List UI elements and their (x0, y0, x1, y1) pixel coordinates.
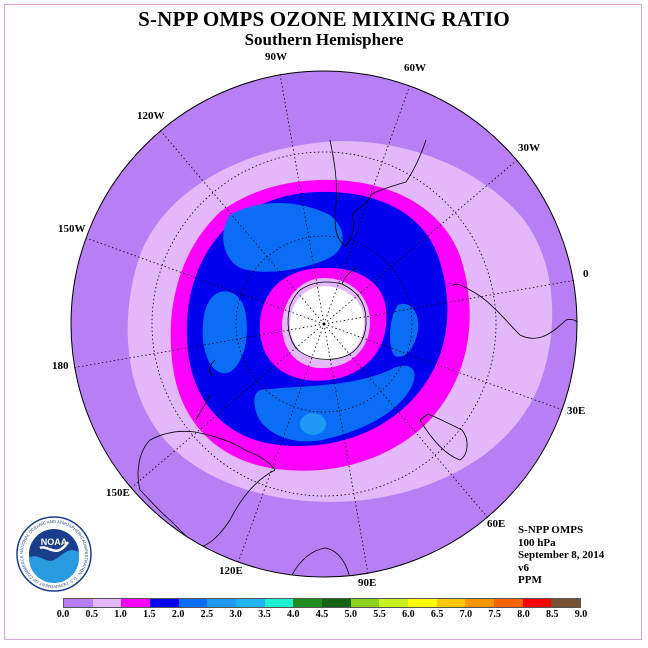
colorbar-tick-label: 4.5 (315, 609, 329, 620)
madagascar-coast (419, 413, 468, 461)
colorbar-swatch-6 (236, 599, 265, 607)
colorbar-swatch-17 (551, 599, 581, 607)
colorbar-swatch-16 (522, 599, 552, 607)
lon-label-90e: 90E (358, 577, 377, 589)
colorbar-swatch-1 (92, 599, 122, 607)
colorbar-tick-label: 0.5 (85, 609, 99, 620)
product-info: S-NPP OMPS 100 hPa September 8, 2014 v6 … (518, 524, 604, 587)
units-label: PPM (518, 574, 542, 587)
no-data-pole (290, 286, 365, 360)
coastlines (137, 139, 577, 577)
meridian-180 (71, 323, 325, 369)
lon-label-150w: 150W (58, 223, 86, 235)
colorbar-tick-label: 7.5 (488, 609, 501, 620)
colorbar-tick-label: 9.0 (574, 609, 588, 620)
colorbar-swatch-5 (207, 599, 237, 607)
logo-gull-icon (39, 541, 70, 552)
lon-label-30w: 30W (518, 142, 540, 154)
contour-2.0-2.5-west (223, 202, 343, 272)
colorbar-tick-label: 6.5 (430, 609, 444, 620)
colorbar-tick-label: 8.5 (545, 609, 559, 620)
latitude-circle-inner (235, 235, 413, 413)
contour-2.0-2.5-east (254, 365, 415, 442)
new-zealand-coast (195, 359, 216, 421)
colorbar-tick-label: 4.0 (286, 609, 300, 620)
lon-label-150e: 150E (106, 487, 130, 499)
indonesia-coast (291, 547, 351, 577)
colorbar-tick-label: 2.5 (200, 609, 214, 620)
contour-2.5-3.0 (300, 413, 326, 435)
antarctic-peninsula (341, 267, 357, 285)
lon-label-0: 0 (583, 268, 589, 280)
logo-center-text: NOAA (41, 537, 68, 547)
colorbar (63, 598, 581, 608)
colorbar-tick-label: 3.0 (229, 609, 242, 620)
meridian-0 (323, 279, 577, 325)
lon-label-120w: 120W (137, 110, 165, 122)
colorbar-swatch-11 (379, 599, 409, 607)
colorbar-ticks: 0.0 0.5 1.0 1.5 2.0 2.5 3.0 3.5 4.0 4.5 5.0 5.5 6.0 6… (0, 609, 648, 623)
lon-label-90w: 90W (265, 51, 287, 63)
lon-label-60w: 60W (404, 62, 426, 74)
south-america-coast (329, 139, 427, 247)
colorbar-swatch-9 (322, 599, 351, 607)
colorbar-swatch-10 (350, 599, 380, 607)
figure-frame (4, 4, 642, 640)
latitude-circle-mid (151, 151, 497, 497)
date-label: September 8, 2014 (518, 549, 605, 562)
colorbar-tick-label: 3.5 (258, 609, 271, 620)
version-label: v6 (518, 561, 529, 574)
map-title: S-NPP OMPS OZONE MIXING RATIO (138, 7, 510, 31)
australia-coast (137, 430, 276, 549)
colorbar-tick-label: 5.0 (344, 609, 358, 620)
colorbar-swatch-4 (178, 599, 208, 607)
colorbar-tick-label: 7.0 (459, 609, 473, 620)
colorbar-swatch-7 (264, 599, 294, 607)
colorbar-tick-label: 0.0 (56, 609, 70, 620)
lon-label-180: 180 (52, 360, 69, 372)
colorbar-swatch-12 (408, 599, 437, 607)
noaa-logo: NATIONAL OCEANIC AND ATMOSPHERIC ADMINIS… (16, 516, 92, 592)
colorbar-tick-label: 2.0 (171, 609, 185, 620)
graticule (71, 73, 577, 575)
colorbar-tick-label: 6.0 (402, 609, 415, 620)
lon-label-60e: 60E (487, 518, 506, 530)
colorbar-tick-label: 1.0 (114, 609, 127, 620)
instrument-label: S-NPP OMPS (518, 524, 584, 536)
colorbar-swatch-13 (436, 599, 466, 607)
lon-label-30e: 30E (567, 405, 586, 417)
colorbar-swatch-14 (465, 599, 495, 607)
colorbar-swatch-2 (121, 599, 151, 607)
globe-outline (70, 70, 578, 578)
colorbar-swatch-8 (293, 599, 323, 607)
logo-wave (29, 550, 79, 583)
colorbar-swatch-15 (494, 599, 523, 607)
contour-2.0-2.5-ross (202, 291, 247, 374)
colorbar-tick-label: 1.5 (143, 609, 156, 620)
colorbar-swatch-0 (64, 599, 93, 607)
lon-label-120e: 120E (219, 565, 243, 577)
colorbar-tick-label: 5.5 (373, 609, 386, 620)
contour-2.0-2.5-indian (390, 303, 419, 357)
map-subtitle: Southern Hemisphere (244, 30, 404, 49)
south-pole-marker (322, 322, 326, 326)
colorbar-tick-label: 8.0 (517, 609, 530, 620)
pressure-level-label: 100 hPa (518, 536, 556, 549)
colorbar-swatch-3 (150, 599, 179, 607)
